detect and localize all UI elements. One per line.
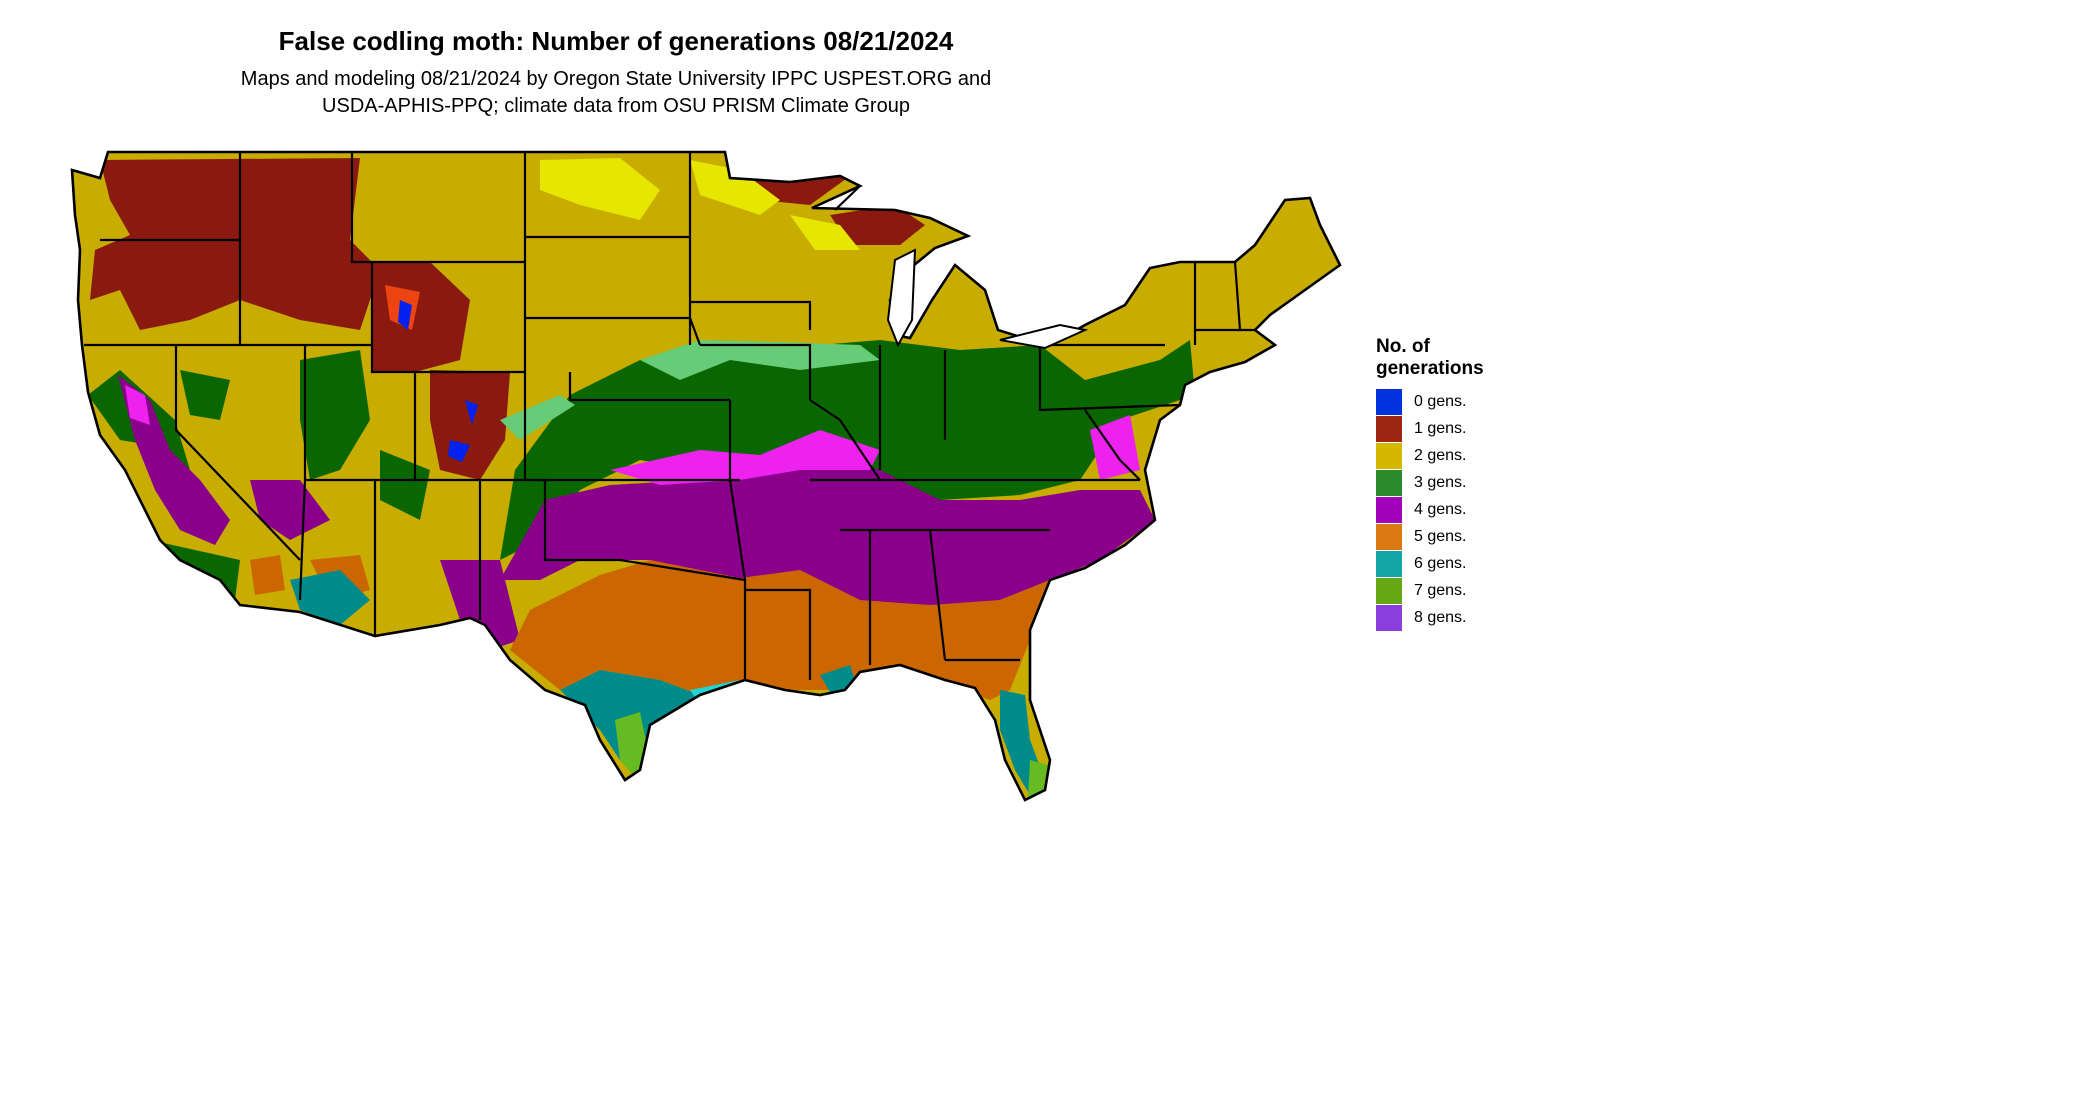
- map-title: False codling moth: Number of generation…: [278, 26, 954, 56]
- map-subtitle: Maps and modeling 08/21/2024 by Oregon S…: [0, 66, 1232, 120]
- legend-swatch: [1376, 496, 1402, 523]
- legend-label: 8 gens.: [1414, 608, 1467, 626]
- legend-title-line-2: generations: [1376, 358, 1484, 379]
- legend-swatch: [1376, 442, 1402, 469]
- legend-item-7-gens: 7 gens.: [1376, 577, 1576, 604]
- legend-label: 2 gens.: [1414, 446, 1467, 464]
- legend-item-list: 0 gens. 1 gens. 2 gens. 3 gens. 4 gens. …: [1376, 388, 1576, 631]
- legend-swatch: [1376, 604, 1402, 631]
- legend-label: 0 gens.: [1414, 392, 1467, 410]
- legend: No. of generations 0 gens. 1 gens. 2 gen…: [1376, 336, 1576, 631]
- legend-item-8-gens: 8 gens.: [1376, 604, 1576, 631]
- subtitle-line-2: USDA-APHIS-PPQ; climate data from OSU PR…: [322, 95, 910, 117]
- us-generations-map: [70, 150, 1342, 802]
- legend-label: 3 gens.: [1414, 473, 1467, 491]
- legend-item-6-gens: 6 gens.: [1376, 550, 1576, 577]
- legend-label: 5 gens.: [1414, 527, 1467, 545]
- legend-label: 1 gens.: [1414, 419, 1467, 437]
- legend-swatch: [1376, 415, 1402, 442]
- legend-item-5-gens: 5 gens.: [1376, 523, 1576, 550]
- legend-label: 7 gens.: [1414, 581, 1467, 599]
- legend-title-line-1: No. of: [1376, 336, 1430, 357]
- legend-swatch: [1376, 577, 1402, 604]
- subtitle-line-1: Maps and modeling 08/21/2024 by Oregon S…: [240, 68, 992, 90]
- legend-swatch: [1376, 469, 1402, 496]
- legend-title: No. of generations: [1376, 336, 1576, 380]
- legend-label: 6 gens.: [1414, 554, 1467, 572]
- generation-zones: [72, 152, 1340, 800]
- legend-swatch: [1376, 388, 1402, 415]
- legend-swatch: [1376, 523, 1402, 550]
- legend-item-0-gens: 0 gens.: [1376, 388, 1576, 415]
- legend-item-1-gens: 1 gens.: [1376, 415, 1576, 442]
- legend-item-2-gens: 2 gens.: [1376, 442, 1576, 469]
- legend-swatch: [1376, 550, 1402, 577]
- legend-item-3-gens: 3 gens.: [1376, 469, 1576, 496]
- legend-item-4-gens: 4 gens.: [1376, 496, 1576, 523]
- legend-label: 4 gens.: [1414, 500, 1467, 518]
- state-borders: [84, 152, 1255, 680]
